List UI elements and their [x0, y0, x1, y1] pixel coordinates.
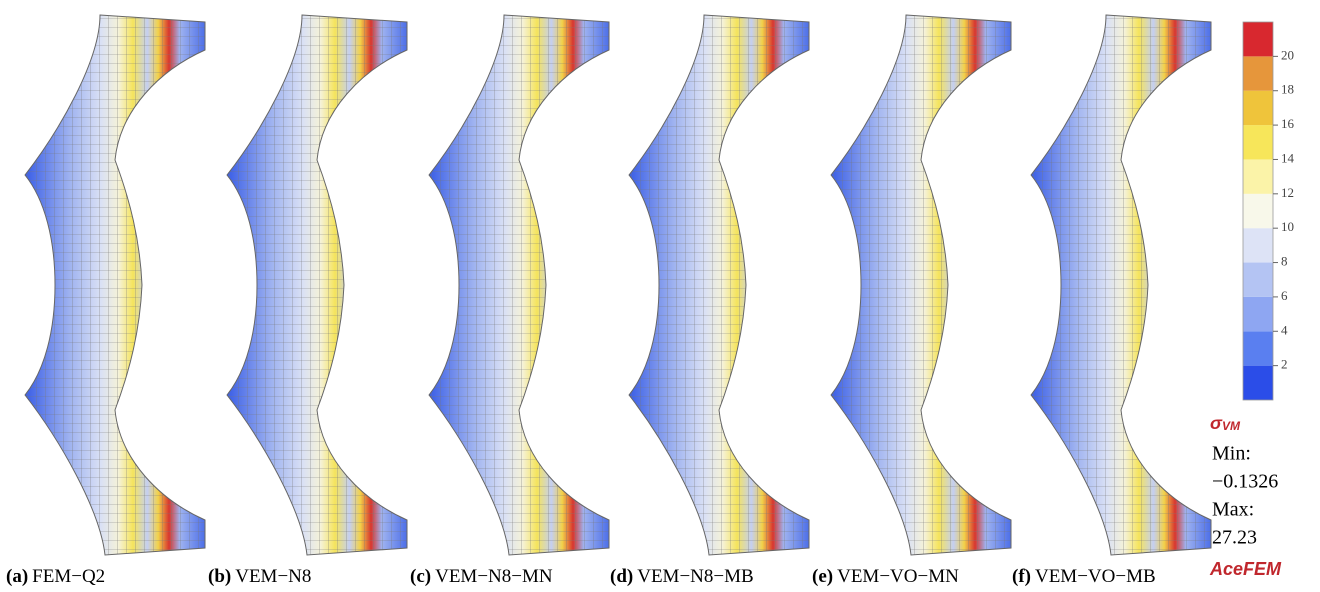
- mesh: [227, 15, 407, 555]
- panel-name: VEM−N8−MN: [435, 566, 553, 587]
- panel: (d)VEM−N8−MB: [610, 15, 809, 587]
- colorbar: 2 4 6 8 10 12 14 16 18 20: [1243, 22, 1295, 400]
- mesh: [831, 15, 1011, 555]
- mesh: [25, 15, 205, 555]
- mesh: [629, 15, 809, 555]
- panel-letter: (a): [6, 566, 28, 587]
- panel-label: (a)FEM−Q2: [6, 566, 105, 587]
- colorbar-band: [1243, 366, 1273, 400]
- min-label: Min:: [1212, 443, 1251, 465]
- mesh: [429, 15, 609, 555]
- colorbar-tick-label: 2: [1281, 357, 1288, 372]
- colorbar-tick-label: 18: [1281, 82, 1294, 97]
- panels: (a)FEM−Q2(b)VEM−N8(c)VEM−N8−MN(d)VEM−N8−…: [6, 15, 1211, 587]
- subscript: VM: [1222, 419, 1241, 433]
- colorbar-tick-label: 6: [1281, 288, 1288, 303]
- colorbar-tick-label: 20: [1281, 47, 1294, 62]
- panel-name: VEM−VO−MN: [837, 566, 959, 587]
- figure: (a)FEM−Q2(b)VEM−N8(c)VEM−N8−MN(d)VEM−N8−…: [0, 0, 1320, 592]
- colorbar-band: [1243, 56, 1273, 90]
- panel-label: (f)VEM−VO−MB: [1012, 566, 1156, 587]
- panel-letter: (f): [1012, 566, 1031, 587]
- panel-letter: (c): [410, 566, 431, 587]
- max-value: 27.23: [1212, 527, 1257, 549]
- colorbar-tick-label: 16: [1281, 116, 1295, 131]
- panel-letter: (b): [208, 566, 231, 587]
- colorbar-band: [1243, 331, 1273, 365]
- panel-label: (b)VEM−N8: [208, 566, 311, 587]
- panel: (c)VEM−N8−MN: [410, 15, 609, 587]
- colorbar-tick-label: 14: [1281, 150, 1295, 165]
- software: AceFEM: [1209, 559, 1282, 579]
- legend-symbol: σVM: [1210, 413, 1241, 433]
- colorbar-tick-label: 12: [1281, 185, 1294, 200]
- colorbar-band: [1243, 22, 1273, 56]
- colorbar-band: [1243, 263, 1273, 297]
- colorbar-band: [1243, 228, 1273, 262]
- max-label: Max:: [1212, 499, 1254, 521]
- colorbar-band: [1243, 91, 1273, 125]
- colorbar-tick-label: 8: [1281, 254, 1288, 269]
- panel: (e)VEM−VO−MN: [812, 15, 1011, 587]
- panel-name: VEM−VO−MB: [1035, 566, 1156, 587]
- panel: (b)VEM−N8: [208, 15, 407, 587]
- panel-name: VEM−N8−MB: [637, 566, 753, 587]
- colorbar-band: [1243, 125, 1273, 159]
- panel: (a)FEM−Q2: [6, 15, 205, 587]
- min-value: −0.1326: [1212, 471, 1278, 493]
- colorbar-band: [1243, 159, 1273, 193]
- panel: (f)VEM−VO−MB: [1012, 15, 1211, 587]
- colorbar-band: [1243, 297, 1273, 331]
- panel-label: (e)VEM−VO−MN: [812, 566, 959, 587]
- colorbar-tick-label: 10: [1281, 219, 1294, 234]
- panel-letter: (d): [610, 566, 633, 587]
- panel-label: (d)VEM−N8−MB: [610, 566, 754, 587]
- colorbar-tick-label: 4: [1281, 322, 1288, 337]
- colorbar-band: [1243, 194, 1273, 228]
- panel-label: (c)VEM−N8−MN: [410, 566, 553, 587]
- panel-name: VEM−N8: [235, 566, 311, 587]
- panel-name: FEM−Q2: [32, 566, 105, 587]
- panel-letter: (e): [812, 566, 833, 587]
- mesh: [1031, 15, 1211, 555]
- legend: σVM Min: −0.1326 Max: 27.23 AceFEM: [1209, 413, 1282, 579]
